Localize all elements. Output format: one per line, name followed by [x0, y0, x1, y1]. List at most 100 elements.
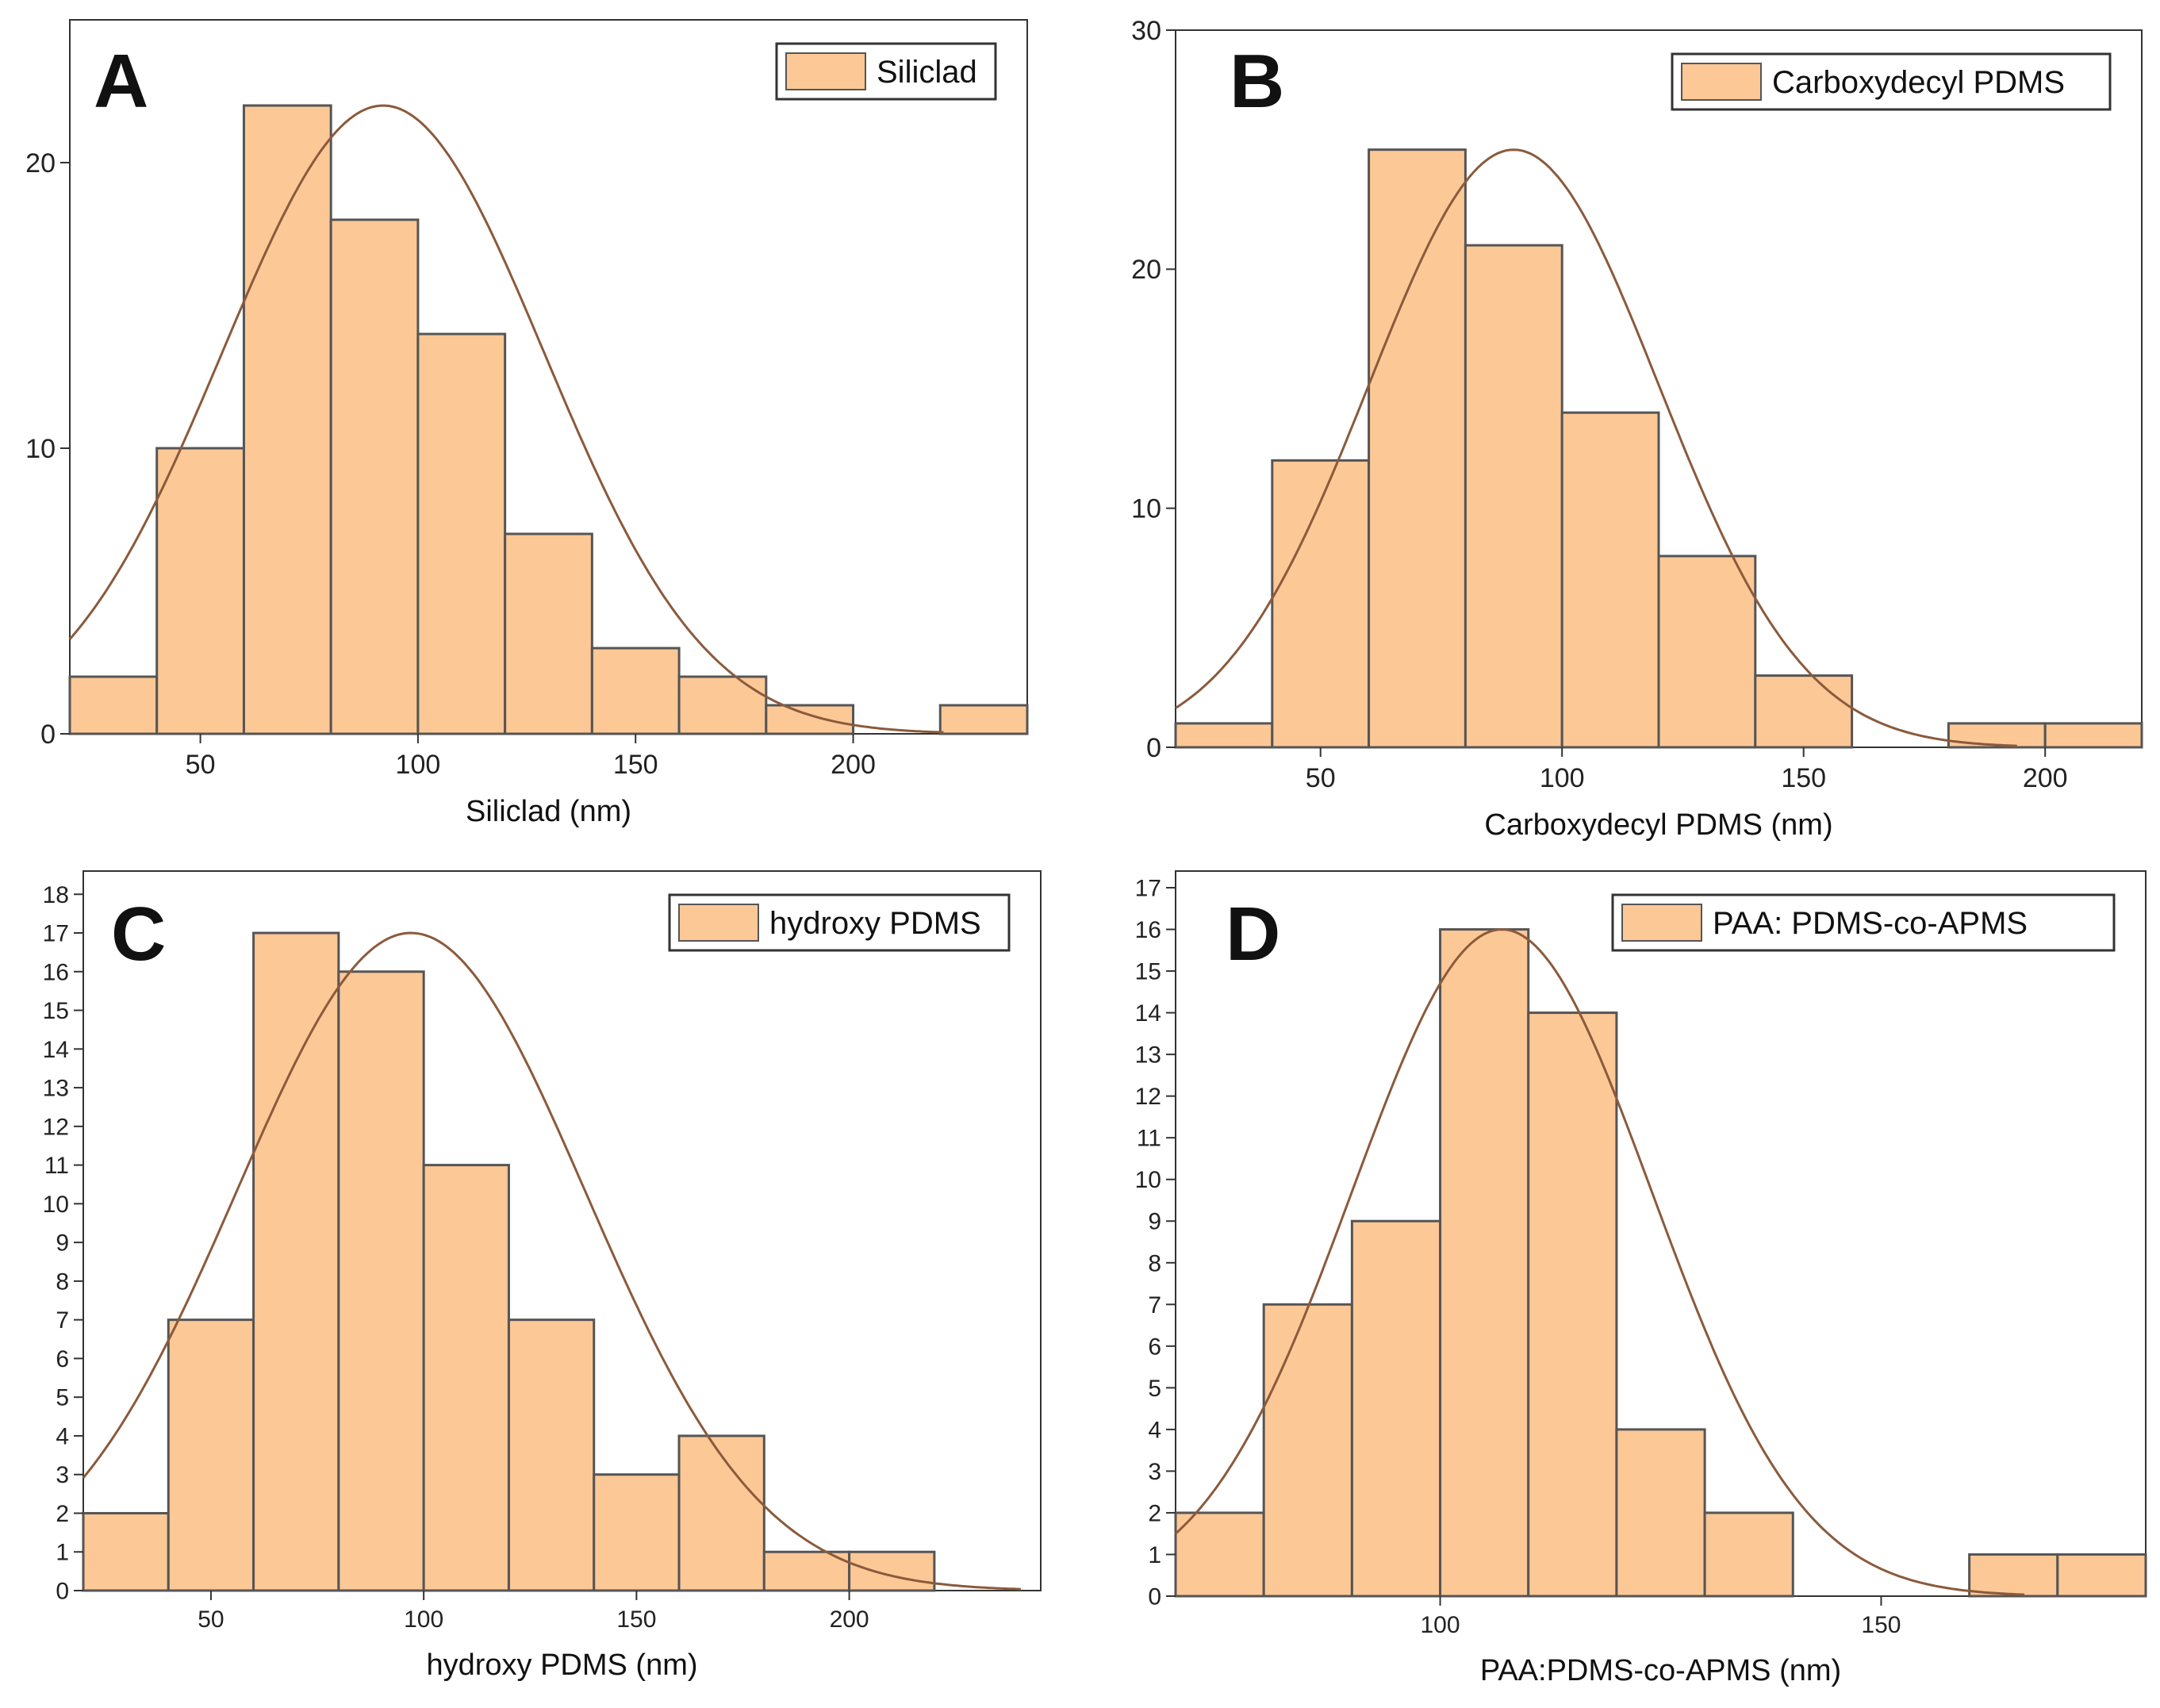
histogram-bar-9	[2056, 1553, 2147, 1598]
y-tick-label: 12	[1135, 1084, 1161, 1110]
histogram-bar-1	[82, 1511, 170, 1592]
y-tick-label: 20	[1131, 255, 1161, 285]
y-tick-label: 8	[56, 1269, 69, 1295]
y-tick-label: 9	[56, 1230, 69, 1257]
histogram-bar-8	[677, 1434, 765, 1592]
y-tick-label: 14	[1135, 1000, 1161, 1027]
y-tick-label: 15	[1135, 959, 1161, 985]
histogram-bar-2	[1262, 1303, 1353, 1598]
y-tick-label: 20	[25, 148, 56, 178]
histogram-bar-5	[1560, 411, 1660, 749]
x-tick-label: 50	[186, 750, 216, 780]
x-tick-label: 200	[2023, 763, 2068, 793]
x-tick-label: 100	[396, 750, 441, 780]
legend-swatch	[678, 904, 759, 942]
histogram-bar-1	[1174, 722, 1274, 749]
y-tick-label: 2	[56, 1501, 69, 1527]
histogram-bar-2	[155, 447, 245, 735]
y-tick-label: 1	[56, 1540, 69, 1566]
x-tick-label: 100	[404, 1606, 443, 1633]
legend-label: hydroxy PDMS	[769, 906, 981, 941]
y-tick-label: 7	[1148, 1292, 1161, 1318]
x-axis-title: Carboxydecyl PDMS (nm)	[1484, 808, 1832, 842]
legend-label: Carboxydecyl PDMS	[1772, 65, 2065, 100]
histogram-bar-9	[762, 1550, 851, 1592]
y-tick-label: 3	[56, 1462, 69, 1488]
legend-swatch	[1621, 904, 1702, 942]
y-tick-label: 17	[43, 921, 69, 947]
histogram-bar-6	[1657, 555, 1757, 749]
y-tick-label: 0	[40, 720, 56, 750]
y-tick-label: 16	[43, 959, 69, 985]
histogram-bar-1	[1174, 1511, 1265, 1598]
y-tick-label: 5	[56, 1385, 69, 1411]
panel-d: 100 15001234567891011121314151617PAA:PDMS…	[1135, 870, 2147, 1687]
histogram-bar-6	[504, 532, 593, 735]
x-tick-label: 150	[1781, 763, 1826, 793]
histogram-bar-6	[507, 1318, 596, 1592]
histogram-bar-1	[68, 675, 159, 735]
y-tick-label: 14	[43, 1037, 69, 1063]
x-tick-label: 200	[830, 1606, 869, 1633]
y-tick-label: 18	[43, 882, 69, 908]
gaussian-fit-curve	[1174, 928, 2025, 1596]
x-axis-title: Siliclad (nm)	[466, 795, 631, 828]
histogram-bar-2	[167, 1318, 255, 1592]
y-tick-label: 17	[1135, 876, 1161, 902]
histogram-bar-10	[848, 1550, 936, 1592]
histogram-bar-8	[1947, 722, 2047, 749]
gaussian-fit-curve	[82, 931, 1021, 1591]
y-tick-label: 15	[43, 998, 69, 1024]
panel-b: 50 100 150 200 0 10 20 30 Carboxydecyl PDMS (nm)…	[1131, 16, 2143, 842]
histogram-bar-5	[1527, 1011, 1618, 1598]
y-tick-label: 6	[1148, 1334, 1161, 1360]
x-axis-title: hydroxy PDMS (nm)	[426, 1649, 697, 1682]
y-tick-label: 10	[1135, 1167, 1161, 1193]
y-tick-label: 4	[1148, 1417, 1161, 1443]
y-tick-label: 8	[1148, 1250, 1161, 1276]
panel-letter: B	[1230, 39, 1284, 124]
x-tick-label: 150	[616, 1606, 656, 1633]
gaussian-fit-curve	[68, 104, 944, 734]
histogram-bar-3	[1350, 1219, 1442, 1598]
panel-c: 50 100 150 2000123456789101112131415161718h…	[43, 870, 1042, 1682]
histogram-bar-7	[593, 1473, 681, 1592]
y-tick-label: 16	[1135, 917, 1161, 943]
panel-letter: C	[111, 892, 166, 977]
panel-a: 50 100 150 200 0 10 20 Siliclad (nm) A Siliclad	[25, 19, 1029, 828]
histogram-bar-7	[590, 647, 681, 735]
histogram-bar-5	[416, 332, 507, 735]
y-tick-label: 10	[1131, 494, 1161, 524]
histogram-bar-3	[242, 104, 332, 735]
y-tick-label: 11	[1137, 1126, 1161, 1152]
y-tick-label: 5	[1148, 1376, 1161, 1402]
y-tick-label: 13	[1135, 1042, 1161, 1069]
histogram-bar-4	[329, 218, 420, 735]
histogram-bar-8	[677, 675, 768, 735]
y-tick-label: 9	[1148, 1209, 1161, 1235]
histogram-bar-4	[337, 970, 425, 1592]
x-axis-title: PAA:PDMS-co-APMS (nm)	[1480, 1654, 1841, 1687]
histogram-bar-10	[938, 704, 1029, 735]
x-tick-label: 50	[198, 1606, 224, 1633]
y-tick-label: 0	[1148, 1584, 1161, 1610]
legend-swatch	[785, 52, 866, 90]
y-tick-label: 0	[1146, 733, 1161, 763]
histogram-bar-3	[1368, 148, 1467, 749]
histogram-bar-9	[765, 704, 855, 735]
histogram-bar-9	[2043, 722, 2143, 749]
histogram-bar-7	[1703, 1511, 1794, 1598]
y-tick-label: 10	[43, 1192, 69, 1218]
histogram-bar-8	[1968, 1553, 2059, 1598]
histogram-bar-6	[1615, 1428, 1706, 1598]
legend-label: Siliclad	[877, 55, 977, 90]
histogram-bar-3	[252, 931, 340, 1592]
panel-letter: D	[1226, 892, 1280, 977]
x-tick-label: 50	[1306, 763, 1336, 793]
histogram-bar-2	[1271, 459, 1371, 749]
x-tick-label: 100	[1540, 763, 1585, 793]
y-tick-label: 11	[44, 1153, 69, 1179]
y-tick-label: 10	[25, 434, 56, 464]
y-tick-label: 30	[1131, 16, 1161, 46]
histogram-bar-7	[1754, 674, 1854, 749]
